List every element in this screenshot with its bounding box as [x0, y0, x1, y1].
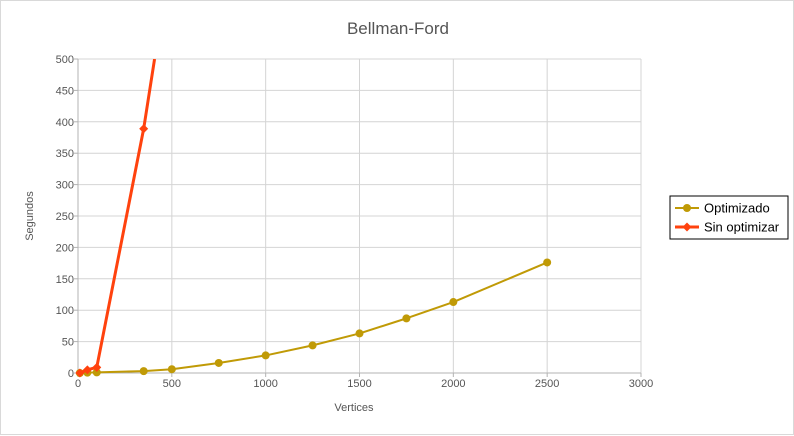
y-tick-label: 400 [56, 117, 74, 129]
data-point [402, 314, 411, 323]
y-tick-label: 250 [56, 211, 74, 223]
data-point [308, 341, 317, 350]
data-point [139, 367, 148, 376]
series-sin-optimizar [75, 59, 157, 378]
series-optimizado [75, 258, 552, 377]
series [75, 59, 552, 378]
data-point [214, 358, 223, 367]
data-point [92, 368, 101, 377]
x-tick-label: 0 [75, 378, 81, 390]
x-tick-label: 3000 [629, 378, 653, 390]
data-point [355, 329, 364, 338]
data-point [167, 365, 176, 374]
legend: Optimizado Sin optimizar [669, 195, 789, 240]
y-tick-label: 100 [56, 305, 74, 317]
y-tick-label: 300 [56, 180, 74, 192]
x-tick-label: 500 [163, 378, 181, 390]
tick-labels: 0 50 100 150 200 250 300 350 400 450 500 0 500 1000 15… [56, 54, 654, 390]
x-tick-label: 2000 [441, 378, 465, 390]
data-point [449, 298, 458, 307]
y-tick-label: 500 [56, 54, 74, 66]
y-tick-label: 0 [68, 368, 74, 380]
legend-label: Sin optimizar [704, 220, 780, 235]
x-axis-title: Vertices [334, 402, 374, 414]
legend-box [669, 195, 789, 240]
y-tick-label: 150 [56, 274, 74, 286]
data-point [543, 258, 552, 267]
data-point [75, 368, 85, 378]
legend-item-sin-optimizar: Sin optimizar [675, 220, 780, 235]
data-point [261, 351, 270, 360]
legend-marker [683, 204, 691, 212]
x-tick-label: 2500 [535, 378, 559, 390]
axes [74, 58, 642, 377]
chart-title: Bellman-Ford [347, 19, 449, 38]
y-tick-label: 350 [56, 148, 74, 160]
x-tick-label: 1000 [253, 378, 277, 390]
grid [78, 58, 642, 373]
y-axis-title: Segundos [24, 191, 36, 241]
x-tick-label: 1500 [347, 378, 371, 390]
data-point [92, 362, 102, 372]
data-point [139, 124, 149, 134]
y-tick-label: 200 [56, 242, 74, 254]
legend-label: Optimizado [704, 201, 770, 216]
legend-item-optimizado: Optimizado [675, 201, 770, 216]
y-tick-label: 50 [62, 337, 74, 349]
y-tick-label: 450 [56, 85, 74, 97]
data-point [82, 365, 92, 375]
legend-marker [682, 222, 692, 232]
